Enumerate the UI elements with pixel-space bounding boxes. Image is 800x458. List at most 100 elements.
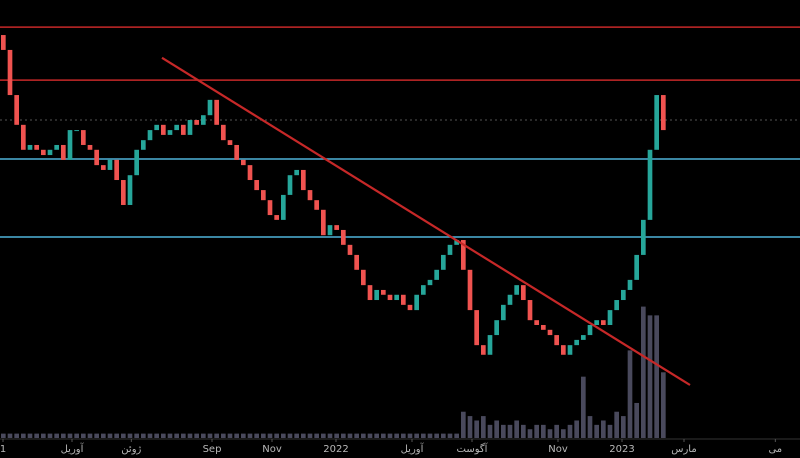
- volume-bar: [414, 433, 419, 438]
- candle: [234, 144, 239, 160]
- volume-bar: [267, 433, 273, 438]
- volume-bar: [521, 424, 526, 438]
- volume-bar: [101, 433, 106, 438]
- x-tick-label: ژوئن: [121, 444, 141, 455]
- volume-bar: [467, 416, 473, 438]
- candle: [621, 289, 626, 301]
- candle: [41, 149, 46, 156]
- volume-bar: [634, 402, 639, 438]
- candle: [361, 269, 366, 286]
- volume-bar: [541, 424, 546, 438]
- candle: [114, 159, 119, 181]
- volume-bar: [254, 433, 259, 438]
- candle: [227, 140, 233, 145]
- volume-bar: [87, 433, 93, 438]
- candle: [641, 219, 646, 255]
- volume-bar: [227, 433, 233, 438]
- candle: [61, 144, 66, 160]
- x-tick-label: Nov: [548, 444, 568, 455]
- candle: [554, 335, 559, 346]
- candle: [321, 209, 326, 236]
- volume-bar: [627, 350, 633, 438]
- candle: [94, 149, 99, 166]
- volume-bar: [194, 433, 199, 438]
- candle: [241, 159, 246, 166]
- candle: [407, 304, 413, 311]
- volume-bar: [661, 372, 666, 438]
- candle: [487, 335, 493, 355]
- volume-bar: [507, 424, 513, 438]
- volume-bar: [501, 424, 506, 438]
- candle: [454, 240, 459, 245]
- candle: [427, 279, 433, 286]
- candle: [287, 175, 293, 195]
- candle: [221, 124, 226, 141]
- candle: [294, 169, 299, 176]
- candle: [367, 285, 373, 301]
- candle: [207, 99, 213, 116]
- volume-bar: [621, 416, 626, 438]
- volume-bar: [641, 306, 646, 438]
- volume-bar: [587, 416, 593, 438]
- volume-bar: [314, 433, 319, 438]
- candle: [414, 294, 419, 311]
- candle: [14, 95, 19, 125]
- volume-bar: [301, 433, 306, 438]
- volume-bar: [474, 420, 479, 438]
- x-tick-label: می: [768, 444, 782, 455]
- candle: [261, 190, 266, 201]
- volume-bar: [214, 433, 219, 438]
- candle: [354, 254, 359, 270]
- volume-bar: [401, 433, 406, 438]
- volume-bar: [21, 433, 26, 438]
- candle: [461, 240, 466, 270]
- x-tick-label: آگوست: [457, 442, 489, 455]
- candle: [127, 175, 133, 205]
- candle: [101, 165, 106, 170]
- volume-bar: [261, 433, 266, 438]
- volume-bar: [1, 433, 6, 438]
- candle: [187, 120, 193, 135]
- volume-bar: [407, 433, 413, 438]
- candle: [247, 165, 253, 181]
- volume-bar: [547, 429, 553, 438]
- volume-bar: [201, 433, 206, 438]
- volume-bar: [334, 433, 339, 438]
- candle: [107, 159, 113, 170]
- candle: [147, 130, 153, 141]
- volume-bar: [421, 433, 426, 438]
- x-tick-label: آوریل: [61, 442, 85, 455]
- candle: [521, 285, 526, 301]
- volume-bar: [614, 411, 619, 438]
- candle: [167, 130, 173, 135]
- candle: [607, 310, 613, 325]
- volume-bar: [107, 433, 113, 438]
- candle: [561, 345, 566, 355]
- volume-bar: [367, 433, 373, 438]
- volume-bar: [381, 433, 386, 438]
- volume-bar: [247, 433, 253, 438]
- candle: [401, 294, 406, 305]
- candle: [474, 310, 479, 346]
- candle: [507, 294, 513, 305]
- candle: [1, 35, 6, 50]
- volume-bar: [654, 315, 659, 438]
- volume-bar: [281, 433, 286, 438]
- volume-bar: [174, 433, 179, 438]
- candle: [74, 130, 79, 132]
- candle: [267, 200, 273, 216]
- volume-bar: [394, 433, 399, 438]
- x-tick-label: 1: [0, 444, 6, 455]
- volume-bar: [481, 416, 486, 438]
- candle: [314, 200, 319, 210]
- volume-bar: [147, 433, 153, 438]
- candle: [334, 225, 339, 230]
- volume-bar: [241, 433, 246, 438]
- candle: [301, 169, 306, 191]
- volume-bar: [554, 424, 559, 438]
- candle: [327, 225, 333, 236]
- candle: [614, 300, 619, 311]
- candle: [174, 124, 179, 131]
- candle: [254, 180, 259, 191]
